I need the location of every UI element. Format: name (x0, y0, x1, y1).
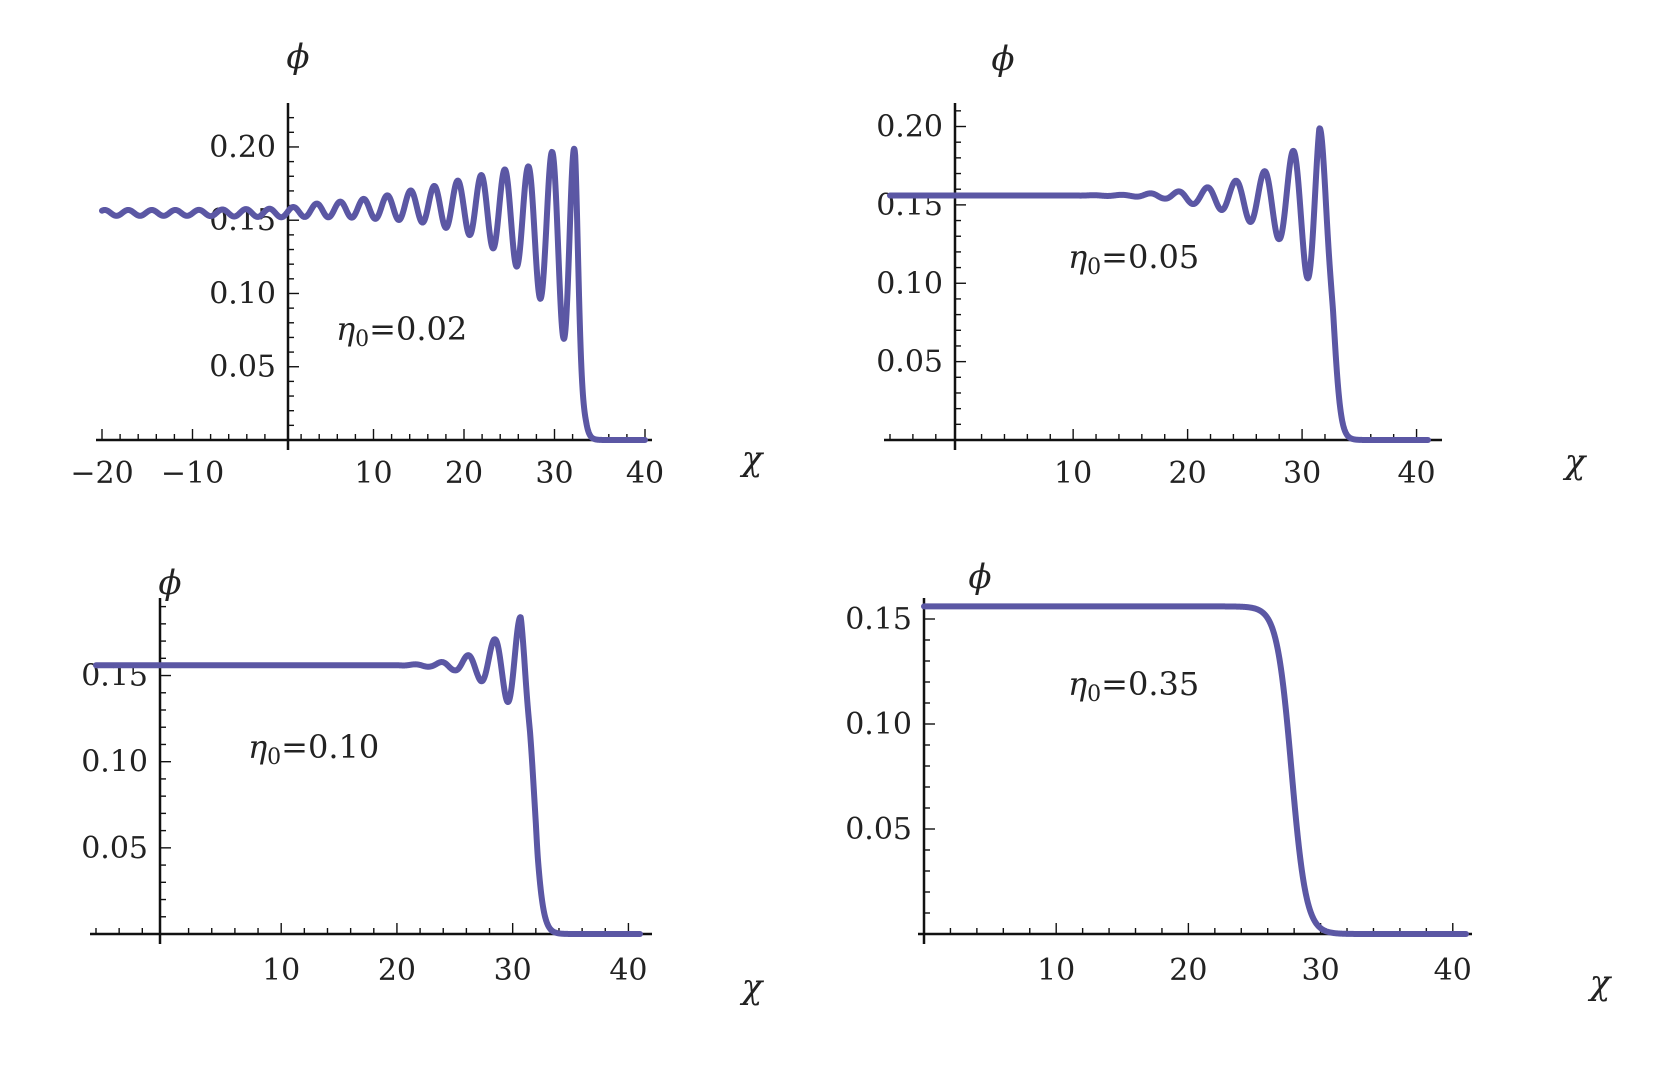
annotation-symbol: η (1068, 665, 1087, 703)
x-tick-label: −20 (70, 456, 133, 491)
annotation-value: =0.02 (369, 310, 467, 348)
x-tick-label: 40 (626, 456, 664, 491)
phi-curve (921, 603, 1469, 937)
y-axis-label: ϕ (158, 563, 181, 603)
x-tick-label: 10 (262, 953, 300, 988)
y-tick-label: 0.10 (845, 707, 912, 742)
x-axis-label: χ (1563, 442, 1588, 482)
annotation-value: =0.35 (1101, 665, 1199, 703)
annotation-subscript: 0 (1087, 255, 1101, 280)
phi-curve (99, 145, 648, 443)
annotation-symbol: η (336, 310, 355, 348)
y-axis-label: ϕ (286, 37, 309, 77)
x-tick-label: 20 (1169, 456, 1207, 491)
annotation-symbol: η (248, 728, 267, 766)
x-tick-label: 30 (1283, 456, 1321, 491)
x-tick-label: 40 (609, 953, 647, 988)
x-tick-label: 40 (1397, 456, 1435, 491)
y-tick-label: 0.20 (876, 110, 943, 145)
x-axis-label: χ (740, 439, 765, 479)
x-tick-label: 20 (445, 456, 483, 491)
y-tick-label: 0.20 (209, 130, 276, 165)
eta-annotation: η0=0.35 (1068, 665, 1199, 707)
x-tick-label: 10 (1037, 953, 1075, 988)
x-tick-label: 30 (1301, 953, 1339, 988)
annotation-subscript: 0 (1087, 682, 1101, 707)
x-tick-label: 30 (494, 953, 532, 988)
x-axis-label: χ (1588, 963, 1613, 1003)
y-tick-label: 0.15 (845, 602, 912, 637)
annotation-subscript: 0 (267, 745, 281, 770)
eta-annotation: η0=0.05 (1068, 238, 1199, 280)
x-tick-label: 10 (354, 456, 392, 491)
panel-eta-010: ϕ χ η0=0.10 10 20 30 400.050.100.15 (81, 563, 764, 1007)
phi-curve (887, 125, 1431, 443)
y-axis-label: ϕ (991, 39, 1014, 79)
eta-annotation: η0=0.02 (336, 310, 467, 352)
y-tick-label: 0.05 (845, 812, 912, 847)
annotation-value: =0.10 (281, 728, 379, 766)
y-axis-label: ϕ (968, 557, 991, 597)
y-tick-label: 0.05 (876, 345, 943, 380)
annotation-value: =0.05 (1101, 238, 1199, 276)
y-tick-label: 0.10 (876, 266, 943, 301)
y-tick-label: 0.10 (209, 276, 276, 311)
x-tick-label: −10 (161, 456, 224, 491)
annotation-subscript: 0 (355, 327, 369, 352)
phi-curve (93, 614, 643, 937)
y-tick-label: 0.10 (81, 745, 148, 780)
panel-eta-005: ϕ χ η0=0.05 10 20 30 400.050.100.150.20 (876, 39, 1587, 491)
annotation-symbol: η (1068, 238, 1087, 276)
x-tick-label: 20 (378, 953, 416, 988)
eta-annotation: η0=0.10 (248, 728, 379, 770)
y-tick-label: 0.05 (81, 831, 148, 866)
x-axis-label: χ (740, 967, 765, 1007)
y-tick-label: 0.05 (209, 350, 276, 385)
x-tick-label: 40 (1434, 953, 1472, 988)
x-tick-label: 30 (535, 456, 573, 491)
x-tick-label: 10 (1054, 456, 1092, 491)
panel-eta-035: ϕ χ η0=0.35 10 20 30 40 0.05 0.10 0.15 (845, 557, 1612, 1003)
x-tick-label: 20 (1169, 953, 1207, 988)
panel-eta-002: ϕ χ η0=0.02 −20 −10 10 20 30 400.050.100.150.… (70, 37, 764, 491)
